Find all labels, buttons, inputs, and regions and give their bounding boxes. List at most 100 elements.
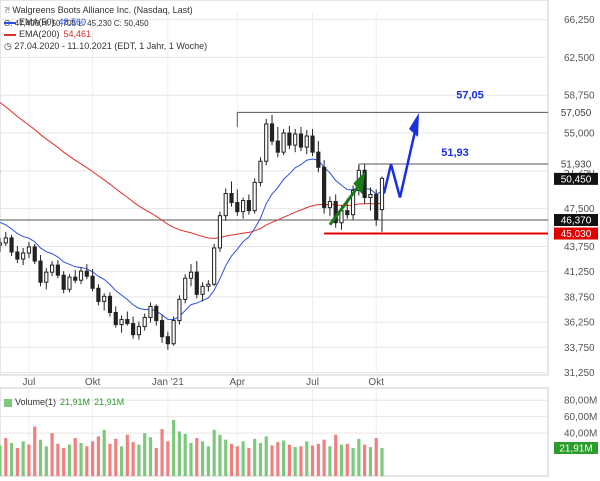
candle bbox=[38, 255, 43, 287]
volume-axis: 80,00M 60,00M 40,00M 21,91M bbox=[554, 396, 598, 454]
candle-body bbox=[345, 210, 350, 216]
volume-bar bbox=[125, 434, 129, 476]
blue-projection-path bbox=[382, 126, 418, 198]
candle-body bbox=[258, 160, 263, 183]
candle-body bbox=[55, 264, 60, 276]
candle bbox=[55, 260, 60, 279]
candle-body bbox=[235, 202, 240, 213]
price-tick-label: 43,750 bbox=[564, 242, 595, 253]
candle bbox=[200, 282, 205, 302]
level-box-45030-bg bbox=[554, 227, 598, 240]
volume-bar bbox=[177, 431, 182, 476]
volume-bar bbox=[50, 433, 54, 476]
volume-bar bbox=[200, 441, 205, 476]
volume-bar bbox=[79, 442, 83, 476]
candle-body bbox=[21, 252, 26, 260]
candle-body bbox=[281, 132, 286, 153]
candle bbox=[368, 187, 373, 211]
time-axis: Jul Okt Jan '21 Apr Jul Okt bbox=[23, 377, 385, 388]
candle bbox=[21, 247, 26, 266]
volume-value-2: 21,91M bbox=[94, 397, 125, 407]
candle bbox=[125, 311, 130, 326]
candle bbox=[379, 176, 385, 232]
volume-bar bbox=[322, 439, 326, 476]
candle-body bbox=[78, 270, 84, 281]
candle-body bbox=[125, 319, 130, 325]
volume-bar bbox=[328, 446, 332, 476]
level-box-46370: 46,370 bbox=[554, 214, 598, 227]
volume-bar bbox=[282, 440, 286, 476]
candle bbox=[183, 274, 188, 304]
price-tick-label: 51,250 bbox=[564, 166, 595, 177]
candle bbox=[49, 261, 55, 277]
volume-bar bbox=[345, 443, 349, 476]
volume-bar bbox=[56, 443, 60, 476]
volume-bar bbox=[351, 447, 355, 476]
volume-bar bbox=[62, 447, 66, 476]
candle bbox=[159, 314, 165, 343]
volume-bar bbox=[310, 445, 315, 476]
candle-body bbox=[252, 181, 257, 212]
candle bbox=[316, 141, 321, 173]
legend-volume[interactable]: Volume(1) 21,91M 21,91M bbox=[4, 396, 124, 408]
time-tick-label: Apr bbox=[230, 377, 246, 388]
volume-bar bbox=[67, 444, 72, 476]
ema50-value: 48,560 bbox=[58, 17, 87, 27]
legend-ema50[interactable]: EMA(50) 48,560 bbox=[4, 16, 86, 28]
candle bbox=[165, 331, 170, 350]
candle bbox=[96, 284, 101, 306]
candle bbox=[229, 181, 234, 207]
candle bbox=[287, 125, 292, 150]
legend-ema200[interactable]: EMA(200) 54,461 bbox=[4, 28, 91, 40]
last-price-box: 50,450 bbox=[554, 172, 598, 185]
candle bbox=[223, 188, 228, 221]
volume-bar bbox=[172, 419, 176, 476]
volume-label: Volume(1) bbox=[15, 397, 57, 407]
price-tick-label: 62,500 bbox=[564, 53, 595, 64]
candle-body bbox=[275, 140, 280, 153]
green-up-arrow bbox=[328, 181, 363, 226]
volume-bar bbox=[293, 447, 297, 476]
candle bbox=[119, 315, 124, 333]
candle-body bbox=[206, 283, 211, 287]
candle-body bbox=[194, 271, 199, 295]
volume-bar bbox=[91, 441, 95, 476]
candle-body bbox=[102, 295, 107, 302]
candle-body bbox=[188, 271, 194, 279]
volume-tick-label: 80,00M bbox=[564, 396, 597, 407]
candle bbox=[374, 189, 379, 226]
candle-body bbox=[90, 275, 95, 289]
volume-bar bbox=[334, 434, 338, 476]
candle bbox=[102, 293, 107, 311]
candle-body bbox=[165, 336, 170, 345]
price-tick-label: 38,750 bbox=[564, 292, 595, 303]
candle bbox=[0, 237, 3, 252]
price-tick-label: 41,250 bbox=[564, 267, 595, 278]
candle-body bbox=[293, 133, 298, 146]
candle bbox=[131, 316, 136, 339]
volume-bar bbox=[253, 438, 257, 476]
volume-bar bbox=[305, 441, 309, 476]
price-tick-label: 31,250 bbox=[564, 368, 595, 379]
candle-body bbox=[269, 123, 275, 142]
candle-body bbox=[223, 193, 228, 217]
level-box-57050-bg bbox=[554, 106, 598, 119]
candle-body bbox=[9, 237, 14, 253]
volume-bar bbox=[44, 446, 48, 476]
volume-bar bbox=[21, 441, 25, 476]
candle-body bbox=[142, 317, 147, 328]
candle bbox=[252, 178, 257, 214]
candle-body bbox=[73, 276, 78, 281]
volume-bar bbox=[160, 429, 164, 476]
volume-bar bbox=[27, 444, 31, 476]
volume-bar bbox=[368, 447, 373, 476]
blue-arrowhead bbox=[409, 112, 419, 138]
candle-body bbox=[246, 200, 251, 212]
candle bbox=[84, 264, 89, 280]
candle-body bbox=[67, 276, 72, 290]
candle bbox=[44, 268, 49, 290]
candle bbox=[154, 304, 159, 326]
candle-body bbox=[240, 200, 246, 213]
price-axis: 66,250 62,500 58,750 55,000 51,250 47,500 43,7… bbox=[554, 15, 598, 379]
